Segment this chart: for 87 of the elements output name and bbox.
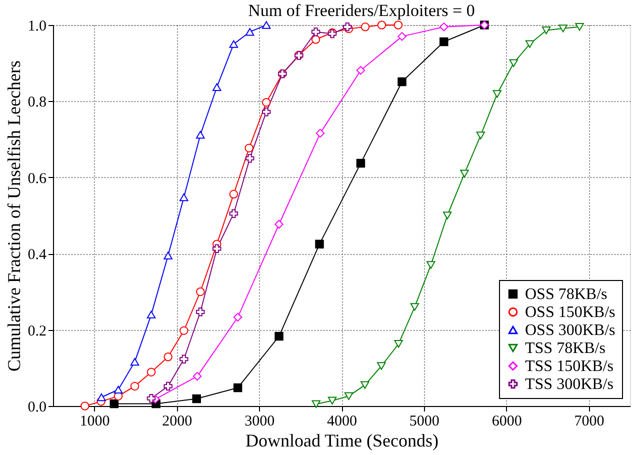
point (274, 332, 284, 341)
y-axis-title: Cumulative Fraction of Unselfish Leechers (4, 60, 24, 372)
point (192, 394, 201, 404)
point (130, 358, 140, 366)
point (262, 98, 271, 107)
x-tick-label: 7000 (574, 414, 604, 430)
point (344, 392, 354, 400)
x-tick-label: 6000 (492, 414, 522, 430)
x-tick-label: 2000 (162, 414, 192, 430)
point (476, 132, 486, 140)
y-tick-label: 0.0 (28, 400, 46, 416)
y-tick-label: 1.0 (28, 18, 46, 34)
point (229, 40, 238, 48)
point (97, 393, 106, 402)
point (180, 193, 188, 202)
point (146, 310, 156, 318)
point (410, 303, 420, 311)
point (262, 21, 271, 29)
point (315, 240, 324, 248)
point (130, 382, 140, 391)
x-tick-label: 4000 (327, 414, 357, 430)
point (360, 381, 370, 389)
point (180, 326, 188, 335)
point (233, 312, 242, 322)
point (312, 400, 320, 408)
point (80, 402, 90, 410)
point (110, 399, 119, 408)
x-tick-label: 5000 (409, 414, 440, 430)
y-tick-label: 0.8 (28, 94, 46, 111)
x-tick-label: 1000 (80, 414, 110, 430)
point (196, 130, 205, 139)
point (233, 383, 242, 392)
legend-label: TSS 300KB/s (525, 376, 614, 393)
point (377, 362, 386, 370)
point (192, 372, 202, 381)
chart-title: Num of Freeriders/Exploiters = 0 (248, 1, 475, 20)
point (542, 26, 551, 34)
point (311, 27, 320, 36)
point (245, 154, 254, 163)
point (492, 90, 502, 98)
point (440, 22, 448, 32)
point (440, 37, 448, 46)
point (311, 35, 320, 44)
point (164, 252, 172, 260)
point (114, 386, 123, 394)
legend-label: TSS 150KB/s (525, 358, 614, 375)
legend-label: OSS 300KB/s (525, 322, 616, 339)
point (356, 158, 366, 168)
point (146, 394, 156, 403)
point (394, 20, 403, 30)
point (360, 22, 370, 32)
y-tick-label: 0.4 (28, 247, 47, 264)
point (229, 190, 238, 199)
legend-label: TSS 78KB/s (525, 340, 606, 357)
point (398, 32, 406, 41)
x-tick-label: 3000 (244, 414, 275, 430)
point (575, 23, 584, 31)
x-axis-title: Download Time (Seconds) (246, 430, 439, 450)
point (180, 354, 188, 364)
point (398, 77, 406, 86)
legend-label: OSS 78KB/s (525, 286, 608, 303)
point (558, 24, 568, 32)
point (460, 170, 469, 178)
point (212, 244, 222, 254)
point (426, 261, 436, 269)
point (164, 382, 172, 391)
point (229, 209, 238, 218)
point (212, 83, 222, 91)
point (146, 368, 156, 376)
point (328, 396, 337, 405)
point (196, 308, 205, 316)
point (525, 40, 534, 48)
point (442, 212, 452, 220)
point (245, 28, 254, 36)
point (262, 107, 271, 116)
y-tick-label: 0.2 (28, 323, 46, 340)
point (244, 144, 254, 152)
point (356, 66, 366, 75)
y-tick-label: 0.6 (28, 170, 47, 187)
point (316, 128, 325, 138)
point (377, 20, 386, 30)
point (196, 287, 205, 296)
point (509, 59, 518, 67)
point (394, 340, 403, 348)
point (274, 220, 284, 229)
point (164, 352, 172, 362)
legend-label: OSS 150KB/s (525, 304, 616, 321)
